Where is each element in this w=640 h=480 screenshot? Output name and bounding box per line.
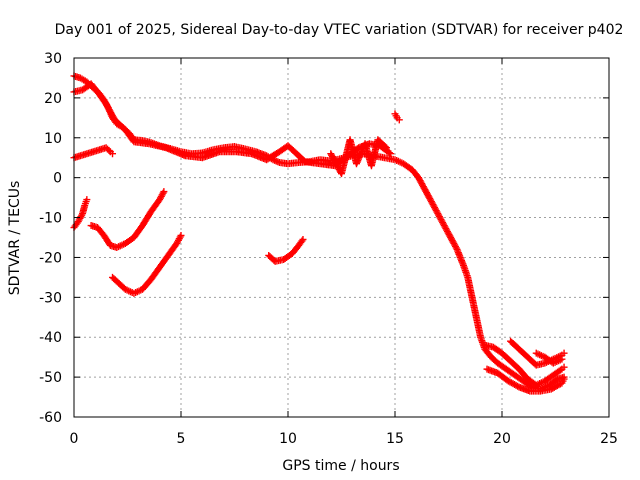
series-arc-b [87, 188, 168, 251]
data-point [556, 366, 564, 374]
y-tick-labels: -60 -50 -40 -30 -20 -10 0 10 20 30 [39, 51, 62, 426]
data-point [560, 375, 568, 383]
data-point [558, 355, 566, 363]
data-point [560, 349, 568, 357]
data-point [387, 150, 395, 158]
y-tick-label: 10 [44, 131, 62, 147]
x-tick-label: 15 [386, 431, 404, 447]
y-axis-title: SDTVAR / TECUs [7, 181, 23, 296]
axis-ticks [73, 57, 610, 418]
x-tick-label: 10 [279, 431, 297, 447]
series-arc-end-e [532, 349, 566, 367]
data-point [382, 144, 390, 152]
series-arc-end-b [481, 341, 568, 389]
x-axis-title: GPS time / hours [282, 458, 399, 474]
series-arc-spike [391, 110, 403, 124]
x-tick-label: 20 [493, 431, 511, 447]
x-tick-label: 5 [177, 431, 186, 447]
y-tick-label: -10 [39, 211, 62, 227]
x-tick-label: 0 [70, 431, 79, 447]
y-tick-label: 30 [44, 51, 62, 67]
chart-title: Day 001 of 2025, Sidereal Day-to-day VTE… [55, 22, 624, 38]
y-tick-label: -30 [39, 290, 62, 306]
data-point [83, 196, 91, 204]
plot-frame [73, 57, 610, 418]
data-points [70, 72, 568, 395]
data-point [514, 382, 522, 390]
data-point [452, 244, 460, 252]
y-tick-label: -60 [39, 410, 62, 426]
data-point [385, 149, 393, 157]
series-arc-d [265, 235, 307, 265]
y-tick-label: 0 [53, 171, 62, 187]
data-point [560, 363, 568, 371]
series-arc-c [109, 232, 185, 297]
y-tick-label: -40 [39, 330, 62, 346]
data-point [159, 189, 167, 197]
data-point [299, 235, 307, 243]
data-point [105, 146, 113, 154]
x-tick-labels: 0 5 10 15 20 25 [70, 431, 618, 447]
data-point [109, 150, 117, 158]
x-tick-label: 25 [600, 431, 618, 447]
data-point [176, 233, 184, 241]
series-arc-end-d [483, 365, 568, 395]
y-tick-label: -50 [39, 370, 62, 386]
series-arc-early [70, 144, 117, 162]
data-point [160, 188, 168, 196]
series-arc-scatter [327, 136, 390, 178]
data-point [177, 232, 185, 240]
data-point [395, 116, 403, 124]
y-tick-label: 20 [44, 91, 62, 107]
data-point [381, 143, 389, 151]
data-point [78, 211, 86, 219]
data-point [298, 237, 306, 245]
y-tick-label: -20 [39, 250, 62, 266]
